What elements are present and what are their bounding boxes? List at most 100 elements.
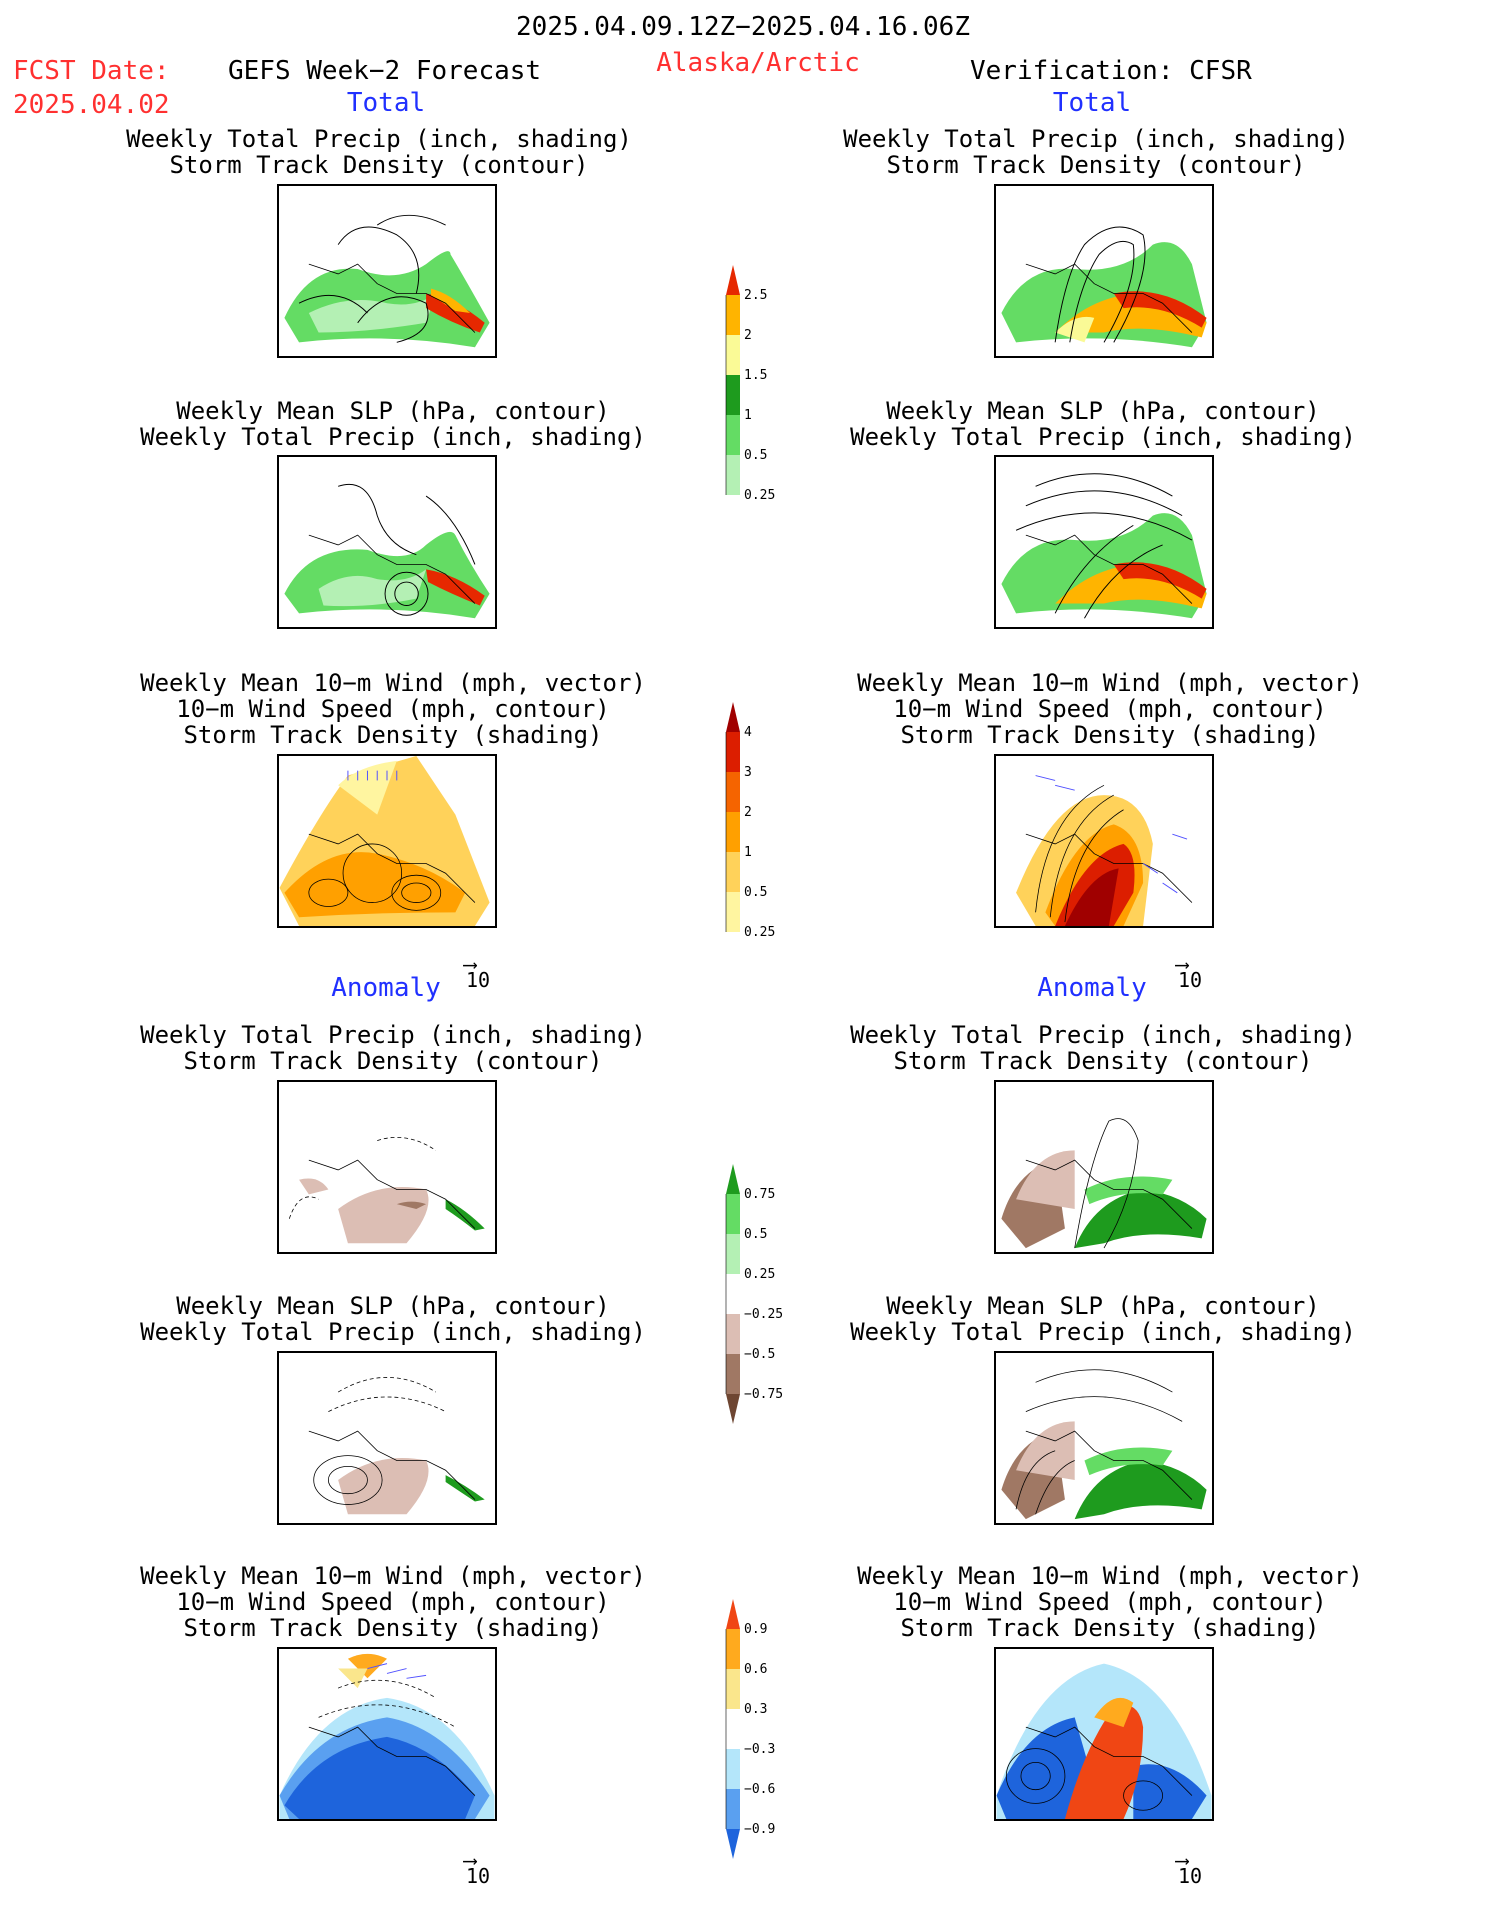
title-line: 10−m Wind Speed (mph, contour) xyxy=(893,695,1327,723)
map-total-precip-track-verification xyxy=(994,184,1214,358)
colorbar-svg: −0.9 −0.6 −0.3 0.3 0.6 0.9 xyxy=(725,1599,775,1859)
map-total-slp-precip-verification xyxy=(994,455,1214,629)
map-anom-precip-track-forecast xyxy=(277,1080,497,1254)
fcst-date-label: FCST Date: xyxy=(13,56,170,86)
fcst-date-value: 2025.04.02 xyxy=(13,90,170,120)
colorbar-bin xyxy=(726,1829,740,1859)
vector-reference-label: 10 xyxy=(466,968,491,992)
colorbar-bin xyxy=(726,1164,740,1194)
title-line: Weekly Total Precip (inch, shading) xyxy=(850,1318,1356,1346)
title-line: Weekly Total Precip (inch, shading) xyxy=(126,125,632,153)
colorbar-svg: −0.75 −0.5 −0.25 0.25 0.5 0.75 xyxy=(725,1164,783,1424)
colorbar-bin xyxy=(726,1709,740,1749)
colorbar-bin xyxy=(726,295,740,335)
colorbar-bin xyxy=(726,265,740,295)
panel-title-anom-wind-left: Weekly Mean 10−m Wind (mph, vector) 10−m… xyxy=(140,1563,646,1641)
map-anom-wind-track-forecast xyxy=(277,1647,497,1821)
title-line: Storm Track Density (shading) xyxy=(900,1614,1320,1642)
title-line: Weekly Total Precip (inch, shading) xyxy=(140,1021,646,1049)
title-line: Storm Track Density (contour) xyxy=(886,151,1306,179)
colorbar-tick-label: 2.5 xyxy=(744,288,767,303)
title-line: Weekly Total Precip (inch, shading) xyxy=(843,125,1349,153)
colorbar-tick-label: −0.75 xyxy=(744,1387,783,1402)
date-range-title: 2025.04.09.12Z−2025.04.16.06Z xyxy=(516,12,970,42)
map-total-precip-track-forecast xyxy=(277,184,497,358)
colorbar-svg: 0.25 0.5 1 1.5 2 2.5 xyxy=(725,265,775,525)
colorbar-total-storm-track: 0.25 0.5 1 2 3 4 xyxy=(720,702,790,996)
section-anomaly-left: Anomaly xyxy=(331,973,441,1003)
colorbar-tick-label: −0.9 xyxy=(744,1822,775,1837)
title-line: 10−m Wind Speed (mph, contour) xyxy=(893,1588,1327,1616)
vector-arrow-icon: ⟶ xyxy=(464,952,477,976)
title-line: Weekly Mean SLP (hPa, contour) xyxy=(176,397,610,425)
colorbar-bin xyxy=(726,932,740,962)
title-line: 10−m Wind Speed (mph, contour) xyxy=(176,1588,610,1616)
title-line: Weekly Mean SLP (hPa, contour) xyxy=(886,1292,1320,1320)
vector-arrow-icon: ⟶ xyxy=(1176,1848,1189,1872)
map-plot xyxy=(284,483,490,619)
colorbar-tick-label: 2 xyxy=(744,805,752,820)
map-total-slp-precip-forecast xyxy=(277,455,497,629)
colorbar-tick-label: 1 xyxy=(744,408,752,423)
colorbar-bin xyxy=(726,852,740,892)
colorbar-tick-label: 0.25 xyxy=(744,1267,775,1282)
colorbar-bin xyxy=(726,1599,740,1629)
panel-title-total-precip-right: Weekly Total Precip (inch, shading) Stor… xyxy=(843,126,1349,178)
colorbar-bin xyxy=(726,702,740,732)
map-total-wind-track-forecast xyxy=(277,754,497,928)
section-total-right: Total xyxy=(1052,88,1132,118)
title-line: Storm Track Density (contour) xyxy=(169,151,589,179)
title-line: Weekly Total Precip (inch, shading) xyxy=(140,423,646,451)
colorbar-tick-label: 0.3 xyxy=(744,1702,767,1717)
colorbar-bin xyxy=(726,1669,740,1709)
panel-title-slp-precip-left: Weekly Mean SLP (hPa, contour) Weekly To… xyxy=(140,398,646,450)
map-plot xyxy=(1001,1369,1207,1520)
colorbar-bin xyxy=(726,1274,740,1314)
colorbar-tick-label: 0.25 xyxy=(744,925,775,940)
colorbar-bin xyxy=(726,1314,740,1354)
title-line: 10−m Wind Speed (mph, contour) xyxy=(176,695,610,723)
panel-title-wind-track-left: Weekly Mean 10−m Wind (mph, vector) 10−m… xyxy=(140,670,646,748)
map-anom-slp-precip-verification xyxy=(994,1351,1214,1525)
colorbar-tick-label: 3 xyxy=(744,765,752,780)
vector-reference-label: 10 xyxy=(1178,968,1203,992)
colorbar-tick-label: 0.9 xyxy=(744,1622,767,1637)
map-total-wind-track-verification xyxy=(994,754,1214,928)
title-line: Weekly Mean SLP (hPa, contour) xyxy=(886,397,1320,425)
colorbar-bin xyxy=(726,812,740,852)
colorbar-tick-label: 0.75 xyxy=(744,1187,775,1202)
colorbar-anomaly-precip: −0.75 −0.5 −0.25 0.25 0.5 0.75 xyxy=(720,1164,790,1458)
map-plot xyxy=(288,1137,485,1244)
map-plot xyxy=(1001,1118,1207,1249)
colorbar-svg: 0.25 0.5 1 2 3 4 xyxy=(725,702,775,962)
colorbar-tick-label: 1 xyxy=(744,845,752,860)
region-name: Alaska/Arctic xyxy=(656,48,860,78)
title-line: Weekly Mean 10−m Wind (mph, vector) xyxy=(857,1562,1363,1590)
panel-title-anom-precip-left: Weekly Total Precip (inch, shading) Stor… xyxy=(140,1022,646,1074)
colorbar-bin xyxy=(726,375,740,415)
title-line: Weekly Total Precip (inch, shading) xyxy=(850,1021,1356,1049)
map-plot xyxy=(996,1663,1212,1819)
panel-title-anom-slp-left: Weekly Mean SLP (hPa, contour) Weekly To… xyxy=(140,1293,646,1345)
title-line: Weekly Total Precip (inch, shading) xyxy=(850,423,1356,451)
panel-title-slp-precip-right: Weekly Mean SLP (hPa, contour) Weekly To… xyxy=(850,398,1356,450)
title-line: Weekly Mean 10−m Wind (mph, vector) xyxy=(857,669,1363,697)
colorbar-tick-label: −0.3 xyxy=(744,1742,775,1757)
vector-reference-label: 10 xyxy=(466,1864,491,1888)
title-line: Weekly Total Precip (inch, shading) xyxy=(140,1318,646,1346)
map-plot xyxy=(279,756,490,926)
vector-reference-label: 10 xyxy=(1178,1864,1203,1888)
map-plot xyxy=(1001,473,1207,619)
map-plot xyxy=(308,1377,485,1515)
colorbar-bin xyxy=(726,1234,740,1274)
colorbar-bin xyxy=(726,1394,740,1424)
colorbar-tick-label: 4 xyxy=(744,725,752,740)
panel-title-anom-slp-right: Weekly Mean SLP (hPa, contour) Weekly To… xyxy=(850,1293,1356,1345)
map-plot xyxy=(1016,775,1193,926)
colorbar-bin xyxy=(726,335,740,375)
map-plot xyxy=(279,1653,495,1819)
colorbar-bin xyxy=(726,1629,740,1669)
colorbar-bin xyxy=(726,455,740,495)
map-plot xyxy=(279,214,495,356)
